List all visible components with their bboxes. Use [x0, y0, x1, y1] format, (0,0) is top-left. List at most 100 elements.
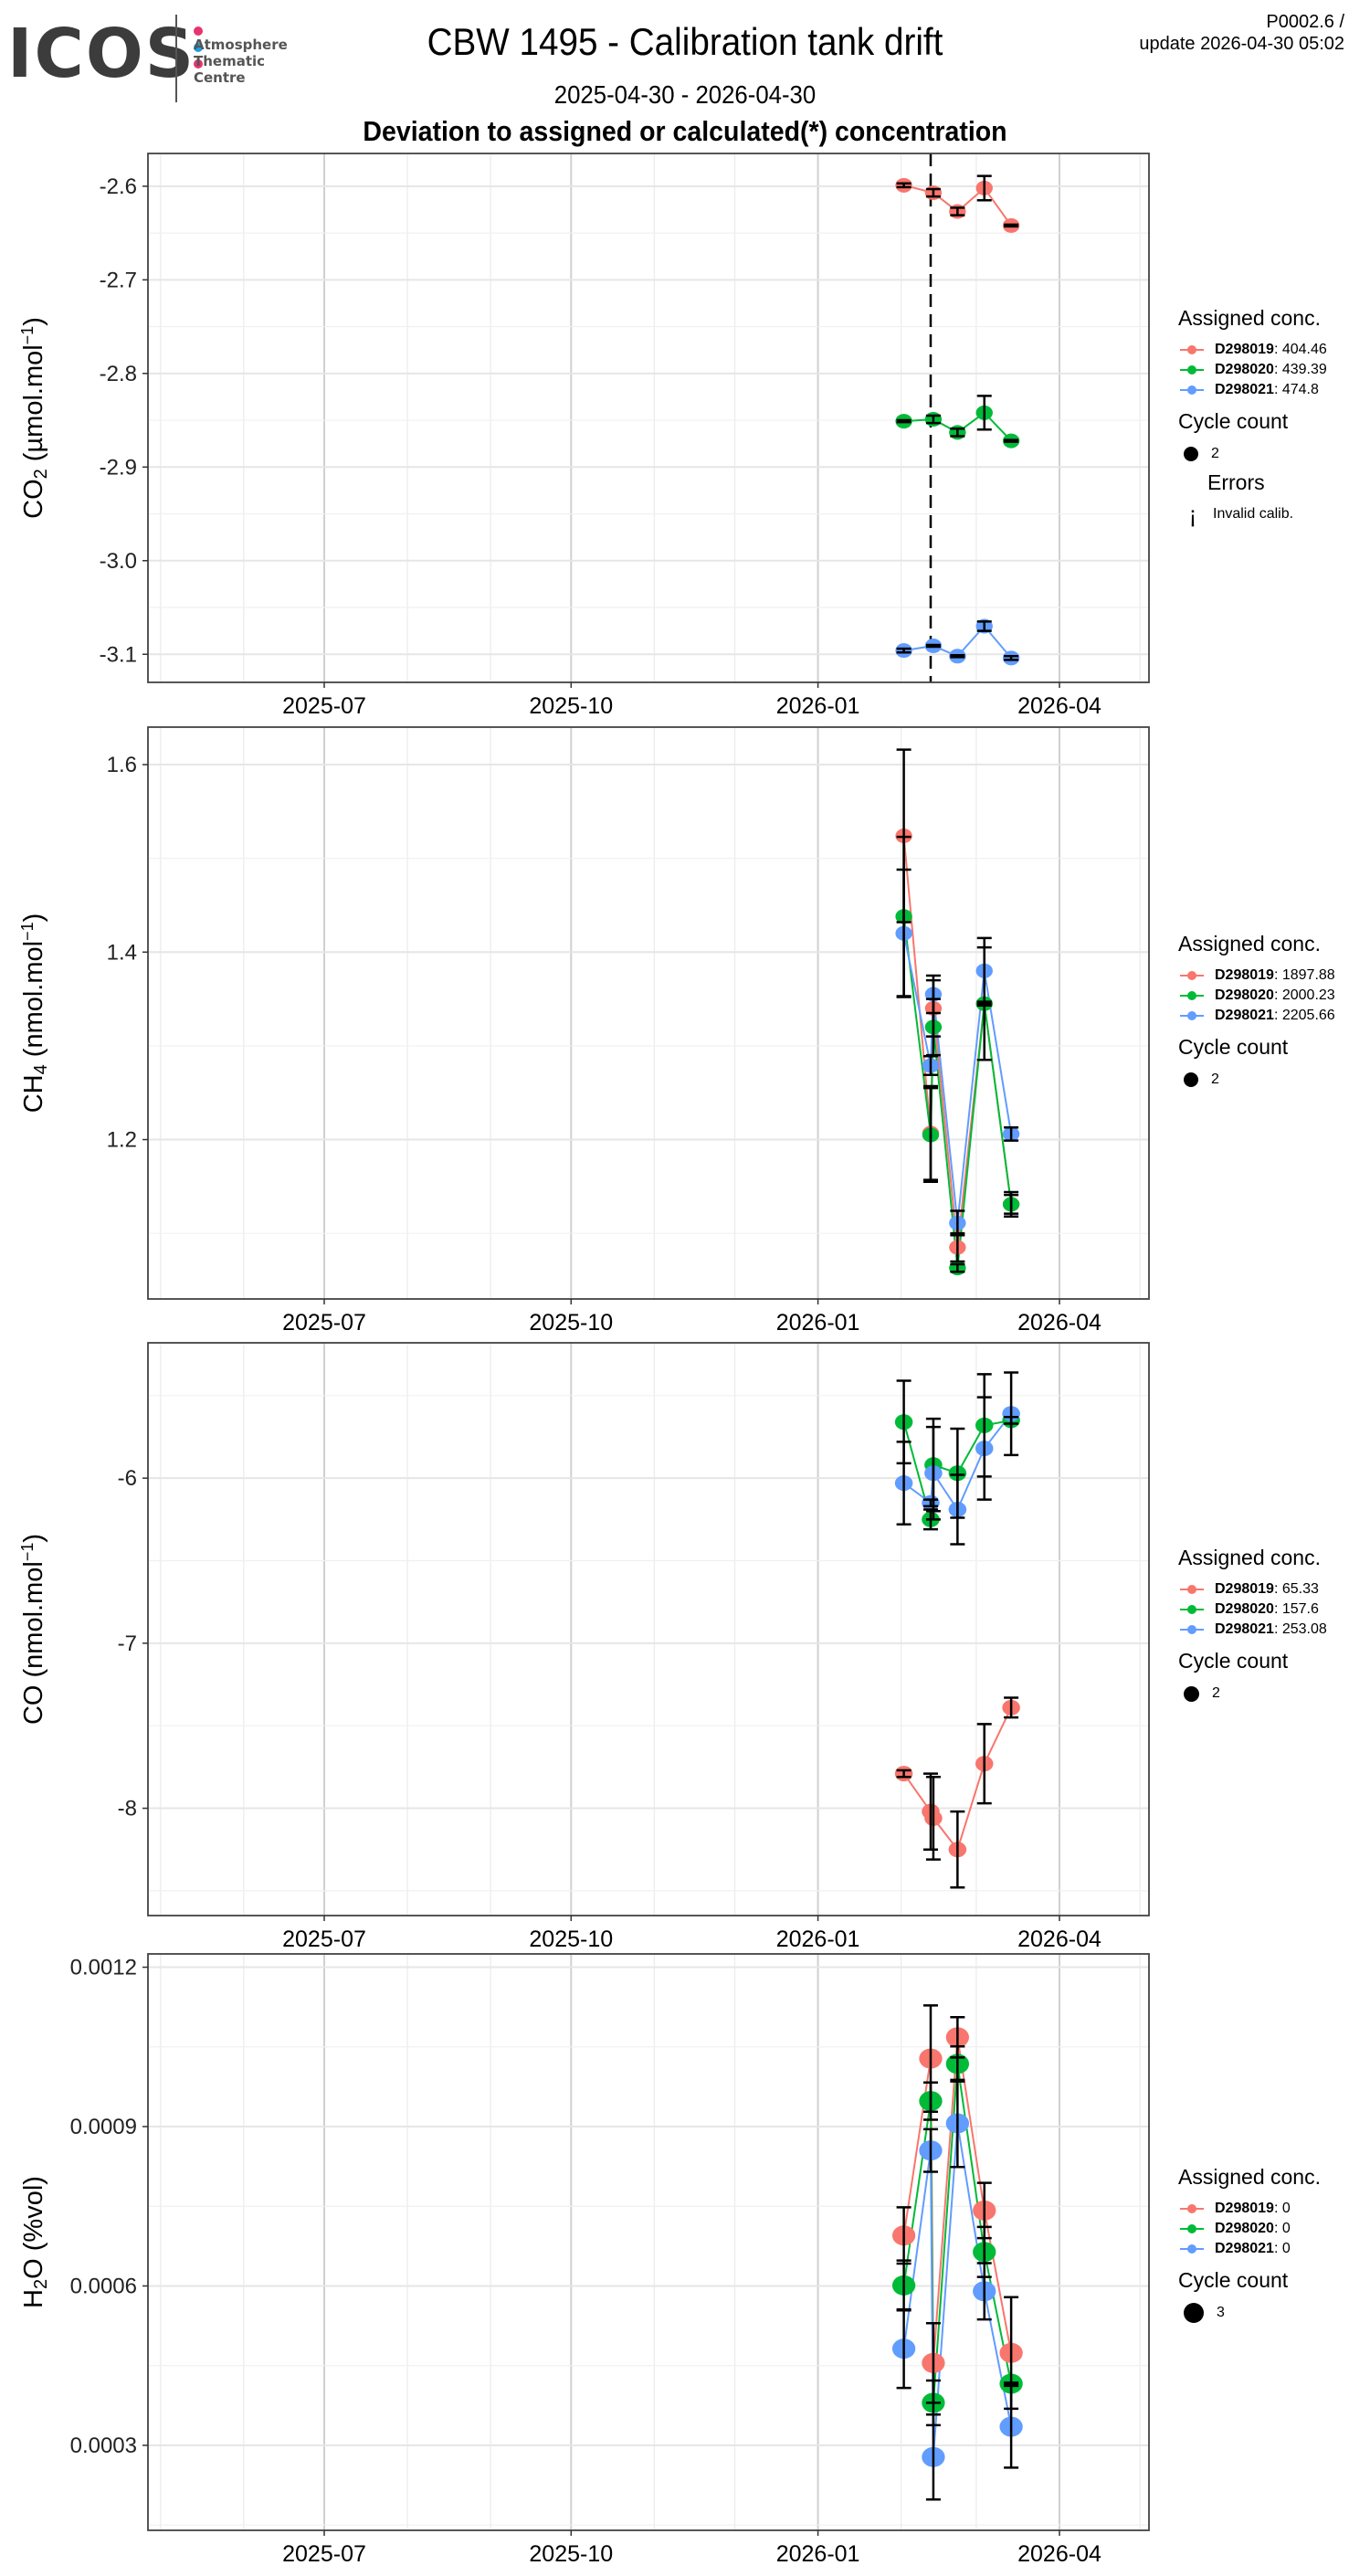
- errors-title: Errors: [1207, 470, 1265, 494]
- error-bar: [925, 974, 941, 1015]
- error-bar: [950, 428, 965, 438]
- y-tick-label: 1.6: [107, 753, 137, 777]
- x-tick-label: 2025-10: [529, 1310, 613, 1336]
- legend-value: 404.46: [1281, 342, 1327, 357]
- legend-title: Assigned conc.: [1178, 1546, 1321, 1569]
- cycle-count-title: Cycle count: [1178, 1035, 1289, 1059]
- x-tick-label: 2026-01: [776, 1927, 860, 1952]
- legend-tank-id: D298021: [1215, 382, 1274, 397]
- cycle-size-dot-icon: [1184, 2303, 1204, 2323]
- logo-subtitle: Atmosphere Thematic Centre: [194, 37, 288, 86]
- legend-tank-id: D298021: [1215, 2241, 1274, 2256]
- x-tick-label: 2025-07: [282, 1310, 366, 1336]
- error-bar: [950, 654, 965, 659]
- x-tick-label: 2025-10: [529, 1927, 613, 1952]
- legend-sep: :: [1273, 382, 1282, 397]
- error-bar: [1004, 438, 1019, 443]
- y-tick-label: 1.2: [107, 1128, 137, 1153]
- error-bar: [925, 2412, 941, 2501]
- error-bar: [922, 1054, 938, 1076]
- legend-tank-id: D298019: [1215, 967, 1274, 983]
- legend-item: D298021: 474.8: [1178, 380, 1327, 400]
- legend-item: D298021: 2205.66: [1178, 1006, 1335, 1026]
- logo-sub-line: Centre: [194, 69, 246, 86]
- error-bar: [976, 395, 992, 431]
- cycle-count-title: Cycle count: [1178, 409, 1289, 433]
- panel-co2: -2.6 -2.7 -2.8 -2.9 -3.0 -3.1 2025-07 2025-10 20…: [18, 153, 1150, 719]
- error-bar: [1004, 2381, 1019, 2386]
- error-bar: [925, 643, 941, 649]
- legend-value: 474.8: [1281, 382, 1319, 397]
- panel-h2o: 0.0012 0.0009 0.0006 0.0003 2025-07 2025-10 20…: [19, 1953, 1150, 2567]
- legend-key-icon: [1178, 360, 1206, 380]
- page-title: CBW 1495 - Calibration tank drift: [427, 20, 943, 63]
- legend-item: D298019: 404.46: [1178, 340, 1327, 360]
- logo-separator: [175, 15, 177, 102]
- cycle-count-item: 2: [1178, 1683, 1327, 1705]
- update-timestamp: update 2026-04-30 05:02: [1139, 34, 1344, 54]
- legend-tank-id: D298019: [1215, 342, 1274, 357]
- legend-key-icon: [1178, 1006, 1206, 1026]
- legend-tank-id: D298020: [1215, 987, 1274, 1003]
- error-bar: [976, 1723, 992, 1805]
- invalid-calib-icon: ¡: [1188, 500, 1197, 528]
- x-tick-label: 2025-10: [529, 2541, 613, 2567]
- y-tick-label: -3.1: [100, 642, 137, 667]
- error-bar: [922, 2127, 938, 2173]
- legend-item: D298019: 0: [1178, 2199, 1321, 2219]
- legend-sep: :: [1273, 342, 1282, 357]
- error-bar: [976, 1396, 992, 1501]
- x-tick-label: 2026-04: [1017, 1927, 1101, 1952]
- cycle-count-value: 2: [1212, 1685, 1220, 1701]
- y-axis-label: CO2 (µmol.mol−1): [18, 317, 51, 519]
- x-tick-label: 2026-01: [776, 693, 860, 719]
- logo-sub-line: Thematic: [194, 53, 266, 69]
- logo-dot: [194, 26, 203, 36]
- legend-value: 439.39: [1281, 362, 1327, 377]
- legend-tank-id: D298019: [1215, 1581, 1274, 1597]
- legend-co2: Assigned conc. D298019: 404.46 D298020: 43…: [1178, 306, 1327, 528]
- legend-item: D298021: 253.08: [1178, 1620, 1327, 1640]
- y-axis-label: CO (nmol.mol−1): [18, 1534, 48, 1725]
- legend-key-icon: [1178, 966, 1206, 986]
- error-bar: [925, 1775, 941, 1861]
- y-tick-label: 0.0006: [70, 2274, 137, 2298]
- series-line-D298020: [902, 2064, 1013, 2403]
- error-bar: [950, 206, 965, 216]
- legend-tank-id: D298021: [1215, 1008, 1274, 1023]
- error-bar: [922, 1086, 938, 1183]
- legend-key-icon: [1178, 380, 1206, 400]
- legend-tank-id: D298019: [1215, 2201, 1274, 2216]
- error-bar: [896, 647, 912, 654]
- legend-h2o: Assigned conc. D298019: 0 D298020: 0 D29802…: [1178, 2165, 1321, 2324]
- logo-dots-icon: [194, 24, 206, 73]
- legend-value: 157.6: [1281, 1601, 1319, 1617]
- x-tick-label: 2025-10: [529, 693, 613, 719]
- y-tick-label: -6: [118, 1466, 137, 1491]
- logo-text: ICOS: [7, 15, 196, 93]
- y-tick-label: 0.0009: [70, 2115, 137, 2139]
- error-bar: [896, 868, 912, 998]
- legend-sep: :: [1273, 2241, 1282, 2256]
- panel-co: -6 -7 -8 2025-07 2025-10 2026-01 2026-04 CO (nm…: [18, 1342, 1150, 1952]
- plot-border: [147, 1342, 1150, 1916]
- legend-key-icon: [1178, 2219, 1206, 2239]
- cycle-count-value: 3: [1217, 2305, 1225, 2320]
- legend-sep: :: [1273, 362, 1282, 377]
- cycle-count-title: Cycle count: [1178, 1649, 1289, 1673]
- legend-title: Assigned conc.: [1178, 306, 1321, 330]
- legend-title: Assigned conc.: [1178, 932, 1321, 955]
- y-axis-label: H2O (%vol): [19, 2176, 51, 2308]
- legend-sep: :: [1273, 2221, 1282, 2236]
- series-line-D298019: [902, 2037, 1013, 2363]
- legend-tank-id: D298020: [1215, 2221, 1274, 2236]
- x-tick-label: 2026-01: [776, 1310, 860, 1336]
- plot-background: [148, 727, 1149, 1299]
- y-tick-label: -2.9: [100, 455, 137, 480]
- error-bar: [1004, 1190, 1019, 1218]
- y-tick-label: 1.4: [107, 940, 137, 965]
- y-tick-label: -3.0: [100, 549, 137, 574]
- legend-sep: :: [1273, 1581, 1282, 1597]
- legend-key-icon: [1178, 1599, 1206, 1620]
- series-line-D298021: [902, 2123, 1013, 2457]
